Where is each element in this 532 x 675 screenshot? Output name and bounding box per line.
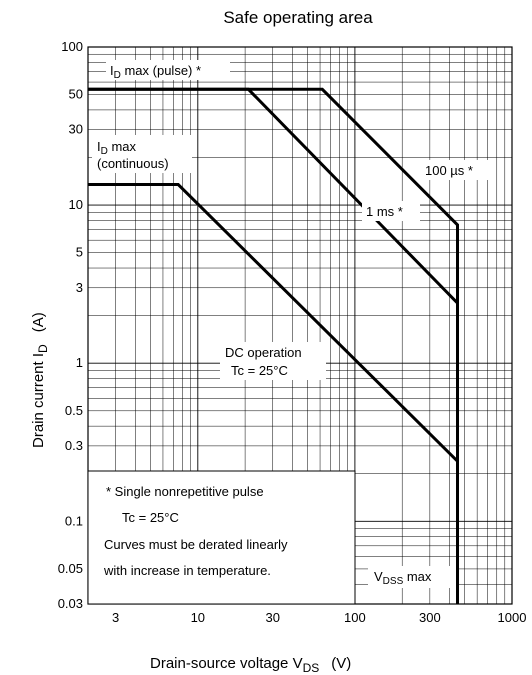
note-line-3: Curves must be derated linearly <box>104 537 288 552</box>
label-bg-id-pulse <box>106 60 230 80</box>
note-box: * Single nonrepetitive pulse Tc = 25°C C… <box>87 470 356 605</box>
x-tick-label: 100 <box>344 610 366 625</box>
annotations: ID max (pulse) * ID max (continuous) 100… <box>92 60 489 588</box>
label-dc-1: DC operation <box>225 345 302 360</box>
chart-title: Safe operating area <box>223 8 373 27</box>
y-tick-label: 0.03 <box>58 596 83 611</box>
y-tick-label: 1 <box>76 355 83 370</box>
label-id-pulse: ID max (pulse) * <box>110 63 201 81</box>
y-tick-label: 10 <box>69 197 83 212</box>
y-tick-label: 100 <box>61 39 83 54</box>
y-tick-labels: 100 50 30 10 5 3 1 0.5 0.3 0.1 0.05 0.03 <box>58 39 83 611</box>
y-tick-label: 0.05 <box>58 561 83 576</box>
y-tick-label: 0.5 <box>65 403 83 418</box>
series-line <box>88 183 459 604</box>
y-tick-label: 50 <box>69 87 83 102</box>
x-tick-labels: 3 10 30 100 300 1000 <box>112 610 526 625</box>
y-tick-label: 0.1 <box>65 513 83 528</box>
x-tick-label: 10 <box>191 610 205 625</box>
x-axis-label: Drain-source voltage VDS (V) <box>150 655 351 675</box>
y-tick-label: 5 <box>76 245 83 260</box>
y-tick-label: 3 <box>76 280 83 295</box>
label-100us: 100 µs * <box>425 163 473 178</box>
label-bg-1ms <box>362 201 420 221</box>
label-bg-dc <box>220 342 326 380</box>
label-id-cont-1: ID max <box>97 139 137 157</box>
series-line <box>88 87 459 604</box>
label-bg-id-cont <box>92 135 192 173</box>
x-tick-label: 300 <box>419 610 441 625</box>
y-tick-label: 30 <box>69 122 83 137</box>
label-bg-vdss <box>368 566 456 588</box>
label-dc-2: Tc = 25°C <box>231 363 288 378</box>
label-bg-100us <box>421 160 489 180</box>
label-id-cont-2: (continuous) <box>97 156 169 171</box>
label-vdss: VDSS max <box>374 569 432 587</box>
note-line-4: with increase in temperature. <box>103 563 271 578</box>
y-axis-label: Drain current ID(A) <box>30 312 50 448</box>
x-tick-label: 3 <box>112 610 119 625</box>
label-1ms: 1 ms * <box>366 204 403 219</box>
note-line-2: Tc = 25°C <box>122 510 179 525</box>
note-line-1: * Single nonrepetitive pulse <box>106 484 264 499</box>
x-tick-label: 1000 <box>498 610 527 625</box>
curves <box>88 87 459 604</box>
x-tick-label: 30 <box>266 610 280 625</box>
y-tick-label: 0.3 <box>65 438 83 453</box>
note-box-frame <box>87 470 356 605</box>
